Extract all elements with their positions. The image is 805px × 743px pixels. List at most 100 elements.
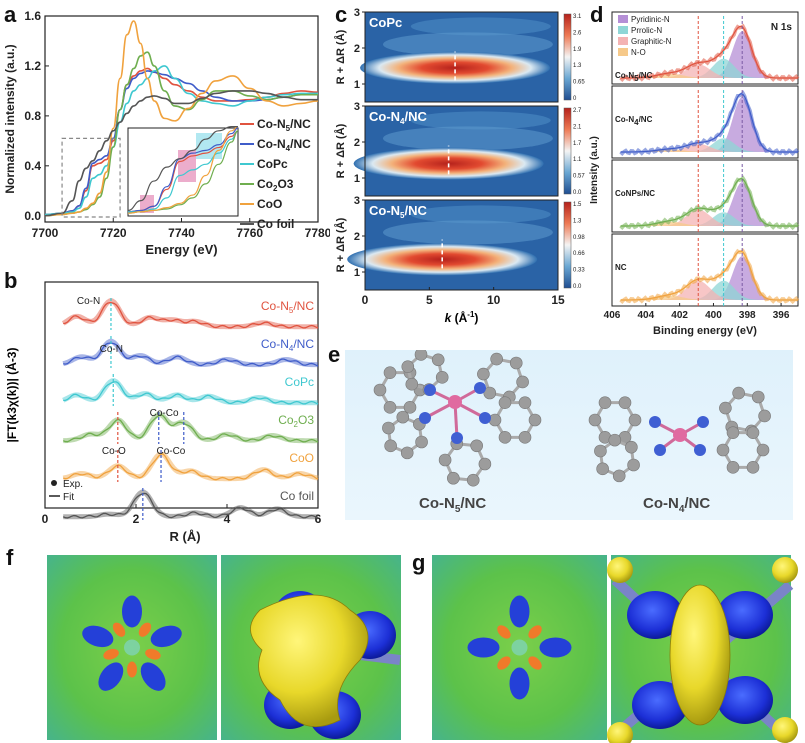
structure-label-con5: Co-N5/NC [419, 495, 487, 515]
carbon-atom [588, 413, 602, 427]
corner-isosurface [607, 557, 633, 583]
carbon-atom [518, 396, 532, 409]
fit-line-CoPc [63, 381, 319, 405]
carbon-atom [618, 396, 632, 409]
y-tick-label: 2 [354, 43, 360, 55]
heatmap-band [382, 126, 553, 151]
x-axis-label: R (Å) [170, 529, 201, 544]
series-line-CoPc [44, 65, 318, 216]
xps-component-N-O [620, 295, 798, 300]
center-region [124, 639, 140, 656]
annotation-co-n: Co-N [77, 296, 100, 307]
carbon-atom [719, 401, 732, 415]
carbon-atom [382, 421, 395, 435]
series-label: CoPc [285, 375, 314, 389]
charge-density-maps [47, 555, 798, 743]
depletion-isosurface [717, 591, 773, 639]
annotation-co-co: Co-Co [150, 408, 179, 419]
heatmap-title: Co-N5/NC [369, 203, 428, 220]
series-line-Co-N5/NC [44, 67, 319, 216]
accumulation-lobe [127, 661, 137, 678]
x-tick-label: 402 [671, 310, 688, 321]
nitrogen-atom [649, 416, 661, 428]
carbon-atom [758, 409, 771, 423]
sample-label: NC [615, 263, 627, 272]
panel-label-a: a [4, 2, 17, 27]
panel-label-e: e [328, 342, 341, 367]
colorbar [563, 201, 572, 289]
inset-line-CoO [127, 126, 239, 214]
carbon-atom [435, 371, 449, 384]
carbon-atom [431, 353, 445, 367]
xps-component-N-O [620, 221, 798, 226]
series-label: CoO [289, 451, 314, 465]
x-tick-label: 5 [426, 293, 433, 307]
carbon-atom [746, 426, 760, 439]
legend-label: N-O [631, 48, 646, 57]
sample-label: CoNPs/NC [615, 189, 655, 198]
y-tick-label: 1.6 [24, 9, 41, 23]
legend-label: Prrolic-N [631, 26, 662, 35]
x-tick-label: 7780 [305, 226, 330, 240]
sample-label: Co-N5/NC [615, 71, 653, 83]
heatmap-band [382, 220, 553, 245]
carbon-atom [608, 433, 622, 447]
xps-component-Graphitic-N [620, 64, 798, 78]
inset-line-CoPc [128, 130, 239, 213]
fit-line-Co-N4/NC [63, 342, 319, 367]
xps-component-Pyridinic-N [620, 182, 798, 226]
x-tick-label: 396 [773, 310, 790, 321]
colorbar-tick-label: 1.3 [573, 218, 582, 224]
y-tick-label: 1 [354, 173, 360, 185]
colorbar-tick-label: 1.1 [573, 157, 582, 163]
fit-line-Co-N5/NC [63, 302, 319, 329]
legend-exp-label: Exp. [63, 479, 83, 490]
carbon-atom [756, 443, 770, 457]
x-tick-label: 0 [42, 512, 49, 526]
carbon-atom [383, 366, 397, 379]
x-axis-label: k (Å-1) [445, 310, 479, 325]
depletion-isosurface [717, 676, 773, 724]
xps-fit-envelope [620, 93, 798, 153]
colorbar [563, 13, 572, 101]
y-tick-label: 0.4 [24, 159, 41, 173]
x-tick-label: 6 [315, 512, 322, 526]
colorbar-tick-label: 0.33 [573, 268, 585, 274]
series-line-Co foil [44, 90, 318, 217]
heatmap-band [410, 111, 551, 130]
colorbar-tick-label: 3.1 [573, 14, 582, 20]
colorbar-tick-label: 1.7 [573, 141, 582, 147]
xps-component-Pyridinic-N [620, 97, 798, 152]
carbon-atom [477, 367, 490, 381]
corner-isosurface [607, 722, 633, 743]
xps-fit-envelope [620, 250, 798, 301]
x-tick-label: 398 [739, 310, 756, 321]
carbon-atom [628, 413, 642, 427]
legend-label: Graphitic-N [631, 37, 672, 46]
xps-component-N-O [620, 73, 798, 78]
nitrogen-atom [479, 412, 491, 424]
corner-isosurface [772, 717, 798, 743]
legend-label: Co foil [257, 217, 294, 231]
colorbar-tick-label: 0 [573, 96, 577, 102]
fit-line-Co2O3 [62, 414, 319, 443]
chart-c: CoPc 1 2 3 R + ΔR (Å) 3.1 2.6 1.9 1.3 0.65 0 Co-N4/… [334, 7, 585, 325]
x-tick-label: 0 [362, 293, 369, 307]
structure-label-con4: Co-N4/NC [643, 495, 711, 515]
carbon-atom [403, 401, 417, 414]
carbon-atom [498, 396, 512, 409]
carbon-atom [405, 377, 419, 391]
x-tick-label: 7740 [168, 226, 195, 240]
panel-label-f: f [6, 545, 14, 570]
heatmap-title: CoPc [369, 15, 402, 30]
legend-fit-label: Fit [63, 492, 74, 503]
y-axis-label: Intensity (a.u.) [589, 136, 600, 204]
carbon-atom [498, 431, 512, 444]
y-tick-label: 1 [354, 267, 360, 279]
y-axis-label: R + ΔR (Å) [334, 29, 347, 84]
nitrogen-atom [694, 444, 706, 456]
legend-swatch [618, 26, 628, 34]
accumulation-lobe [528, 625, 542, 639]
accumulation-lobe [497, 625, 511, 639]
x-tick-label: 7700 [32, 226, 59, 240]
